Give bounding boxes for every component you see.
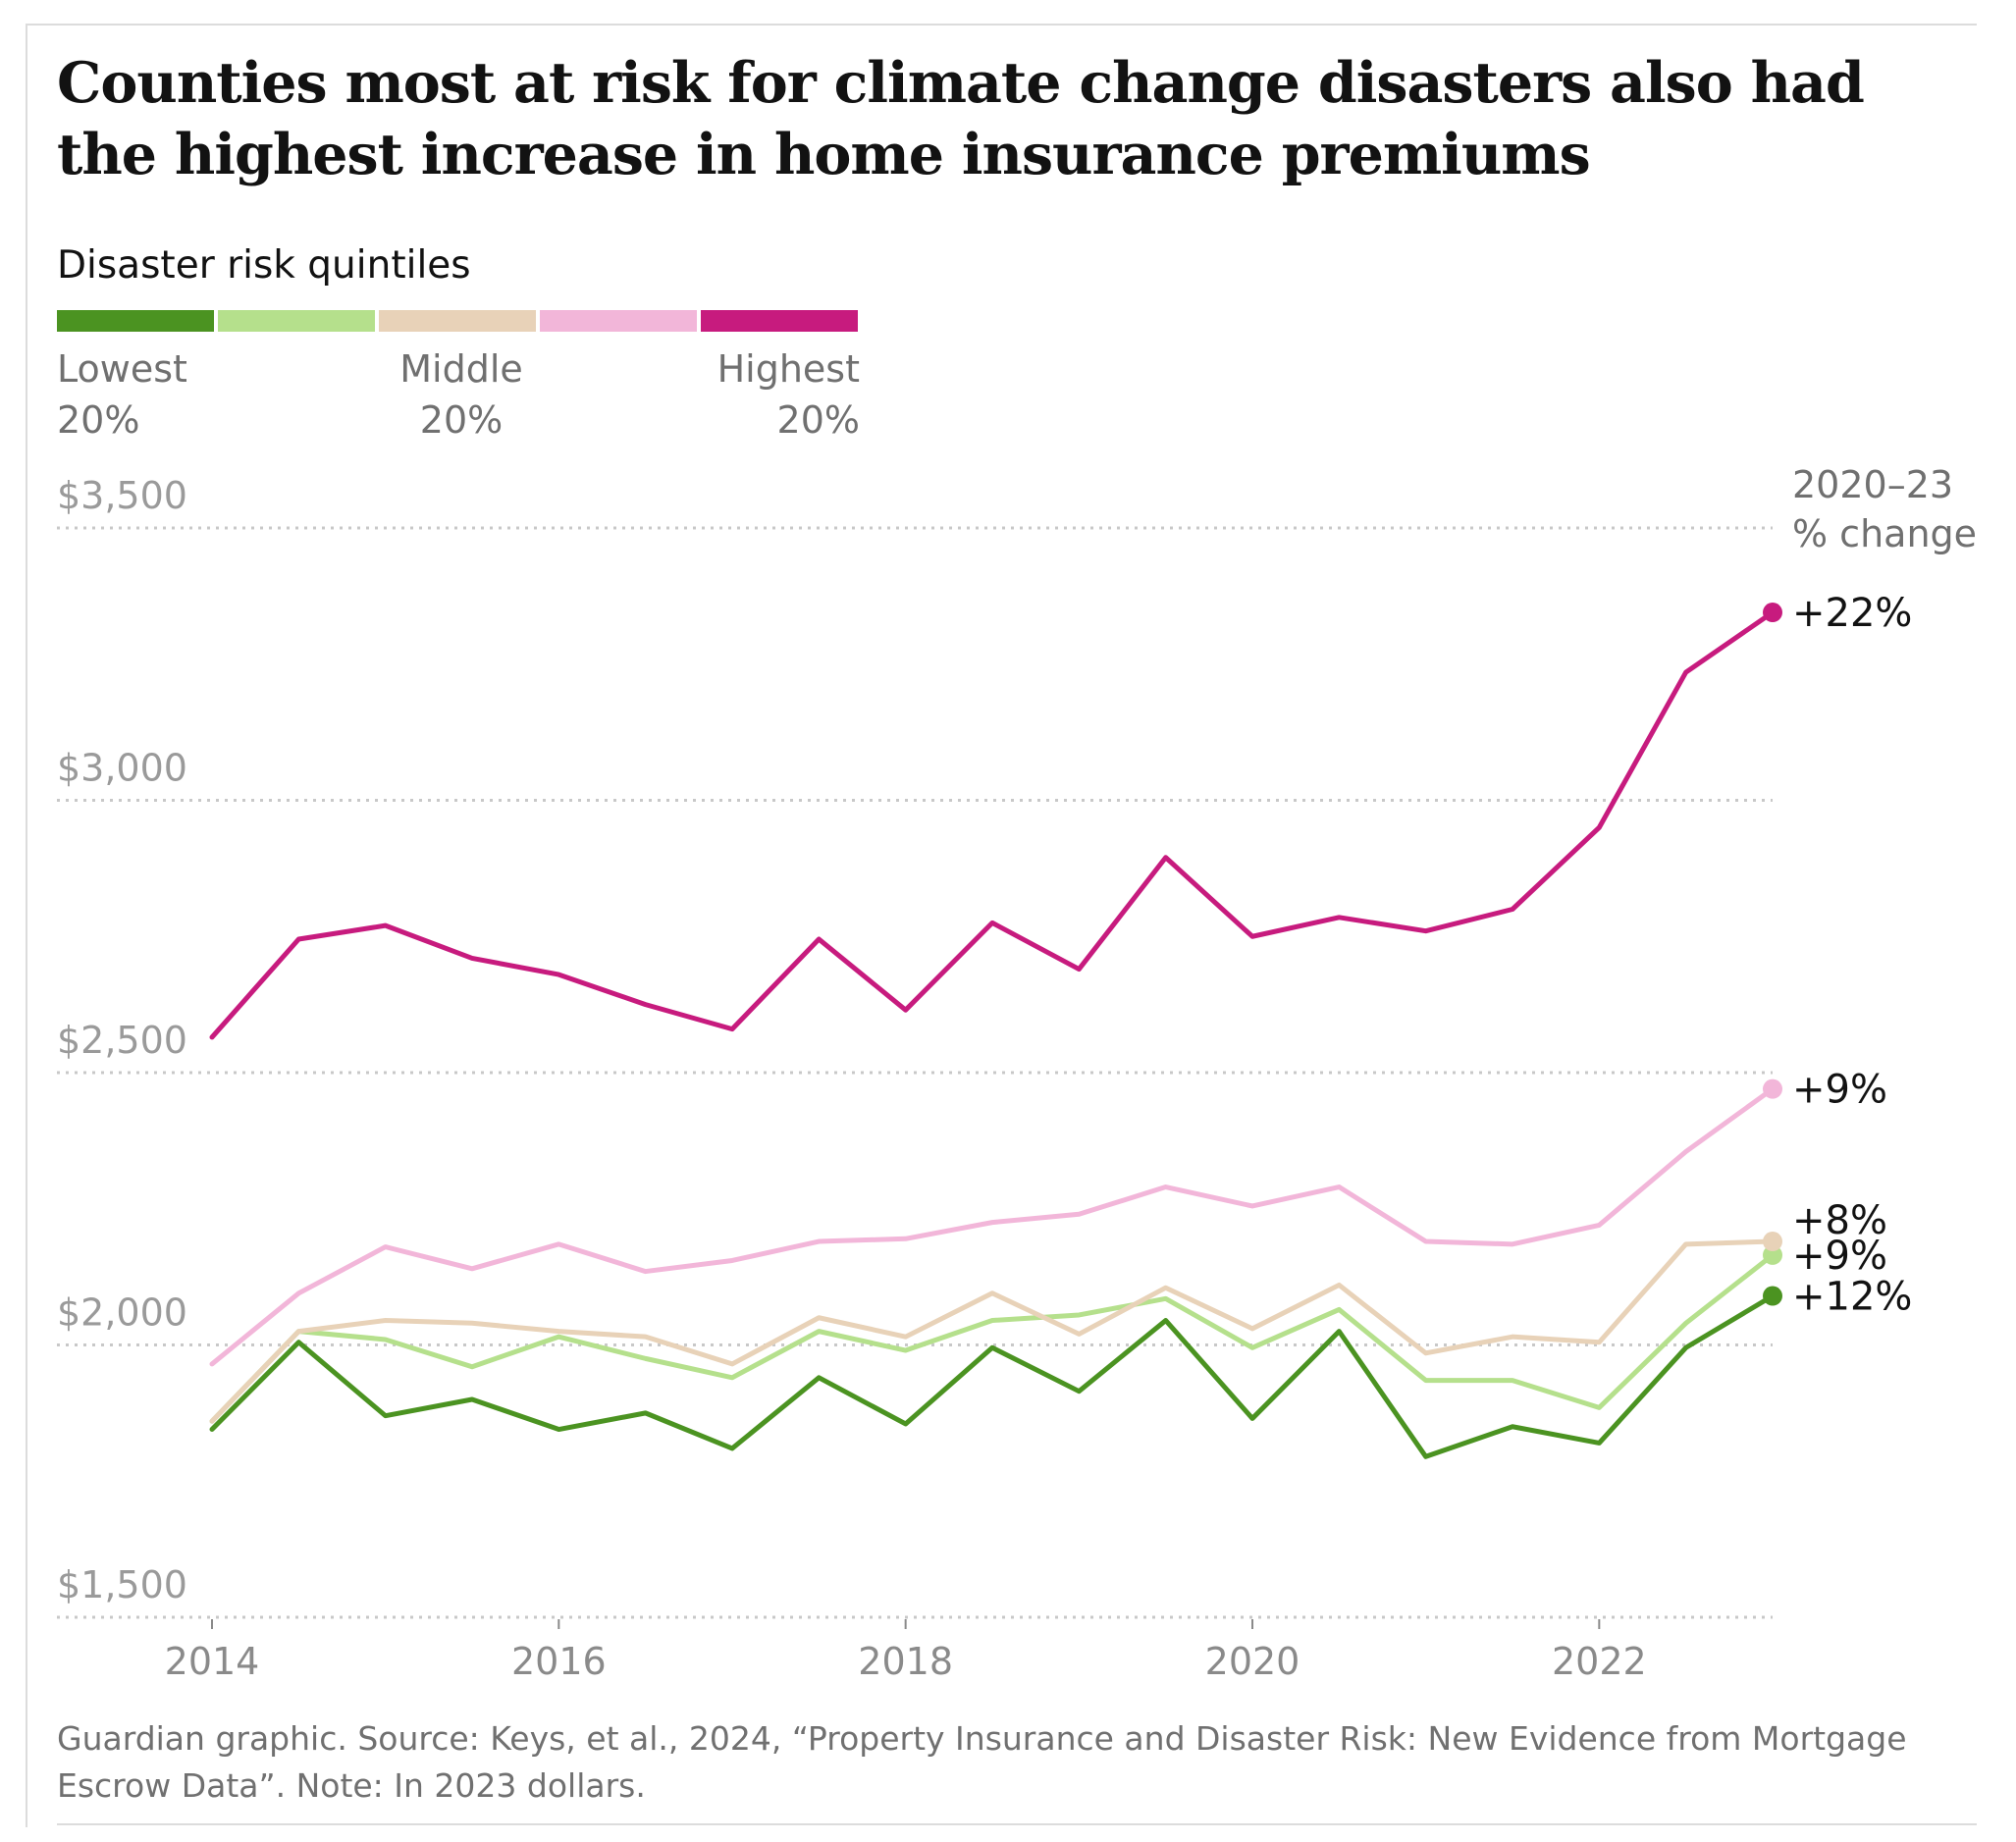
top-rule [26, 24, 1977, 26]
y-axis-ticks: $1,500 $2,000 $2,500 $3,000 $3,500 [57, 474, 187, 1606]
legend-color-bar [57, 310, 858, 332]
legend-label-lowest: Lowest 20% [57, 343, 187, 446]
end-labels: +12%+9%+8%+9%+22% [1792, 591, 1912, 1320]
legend-swatch-highest [701, 310, 858, 332]
x-tick-label: 2018 [858, 1640, 953, 1683]
legend-middle-pct: 20% [419, 398, 504, 442]
series-line [209, 609, 1776, 1040]
y-tick-label: $3,000 [57, 747, 187, 790]
left-rule [26, 24, 27, 1827]
legend-swatch-fourth [540, 310, 697, 332]
legend-highest-pct: 20% [776, 398, 860, 442]
x-tick-label: 2022 [1552, 1640, 1647, 1683]
series-end-label: +9% [1792, 1068, 1887, 1113]
y-tick-label: $1,500 [57, 1563, 187, 1606]
grid-lines [57, 526, 1773, 1619]
series-end-point [1763, 1232, 1782, 1252]
chart-title: Counties most at risk for climate change… [57, 50, 1865, 187]
legend-lowest-text: Lowest [57, 347, 187, 391]
series-end-point [1763, 1244, 1782, 1265]
bottom-rule [57, 1823, 1977, 1825]
series-line [209, 1293, 1776, 1459]
series-lines [209, 609, 1776, 1459]
x-tick-label: 2020 [1205, 1640, 1300, 1683]
series-end-label: +12% [1792, 1275, 1912, 1320]
series-line [209, 1252, 1776, 1424]
legend-lowest-pct: 20% [57, 398, 140, 442]
legend-swatch-lowest [57, 310, 214, 332]
legend-title: Disaster risk quintiles [57, 243, 471, 288]
legend-highest-text: Highest [716, 347, 860, 391]
source-note: Guardian graphic. Source: Keys, et al., … [57, 1719, 1907, 1805]
series-line [209, 1238, 1776, 1424]
x-tick-label: 2014 [165, 1640, 260, 1683]
legend-label-middle: Middle 20% [334, 343, 589, 446]
series-end-label: +22% [1792, 591, 1912, 636]
y-tick-label: $2,500 [57, 1019, 187, 1062]
x-axis-ticks: 2014 2016 2018 2020 2022 [165, 1619, 1647, 1683]
series-end-label: +8% [1792, 1198, 1887, 1243]
y-tick-label: $2,000 [57, 1291, 187, 1335]
annotation-header-line1: 2020–23 [1792, 463, 1953, 506]
legend-label-highest: Highest 20% [628, 343, 860, 446]
x-tick-label: 2016 [511, 1640, 607, 1683]
legend-swatch-middle [379, 310, 536, 332]
end-points [1763, 603, 1782, 1306]
line-chart: $1,500$2,000$2,500$3,000$3,500 2014 2016 2… [57, 463, 1977, 1683]
annotation-header-line2: % change [1792, 512, 1977, 555]
series-end-point [1763, 1079, 1782, 1099]
series-line [209, 1086, 1776, 1367]
series-end-point [1763, 603, 1782, 623]
legend-swatch-second [218, 310, 375, 332]
series-end-point [1763, 1286, 1782, 1306]
y-tick-label: $3,500 [57, 474, 187, 517]
legend-middle-text: Middle [399, 347, 523, 391]
series-end-label: +9% [1792, 1234, 1887, 1279]
